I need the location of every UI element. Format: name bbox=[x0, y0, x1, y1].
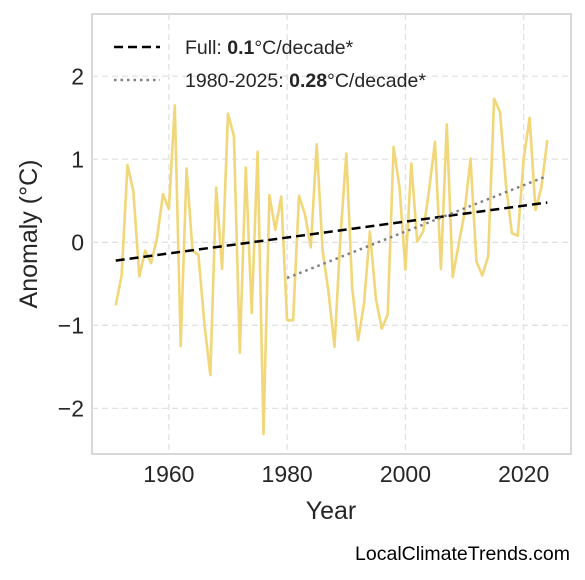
anomaly-line bbox=[114, 97, 549, 436]
y-ticks: −2 −1 0 1 2 bbox=[58, 63, 84, 421]
legend-value-full: 0.1 bbox=[227, 37, 254, 59]
y-tick-label: −2 bbox=[58, 395, 84, 421]
grid bbox=[92, 14, 571, 454]
legend-prefix-recent: 1980-2025: bbox=[185, 70, 289, 92]
x-ticks: 1960 1980 2000 2020 bbox=[143, 461, 549, 487]
y-tick-label: −1 bbox=[58, 312, 84, 338]
legend: Full: 0.1°C/decade* 1980-2025: 0.28°C/de… bbox=[114, 37, 426, 92]
series-layer bbox=[114, 97, 549, 436]
y-axis-title: Anomaly (°C) bbox=[15, 160, 43, 309]
x-tick-label: 1980 bbox=[262, 461, 313, 487]
plot-frame bbox=[91, 13, 572, 455]
x-axis-title: Year bbox=[306, 497, 357, 525]
y-tick-label: 0 bbox=[71, 229, 84, 255]
recent-trend-line bbox=[286, 174, 548, 280]
legend-label-full: Full: 0.1°C/decade* bbox=[185, 37, 354, 59]
legend-prefix-full: Full: bbox=[185, 37, 227, 59]
source-label: LocalClimateTrends.com bbox=[355, 543, 570, 565]
legend-suffix-full: °C/decade* bbox=[254, 37, 353, 59]
full-trend-line bbox=[115, 201, 548, 262]
y-tick-label: 2 bbox=[71, 63, 84, 89]
legend-value-recent: 0.28 bbox=[289, 70, 327, 92]
x-tick-label: 2000 bbox=[380, 461, 431, 487]
x-tick-label: 2020 bbox=[498, 461, 549, 487]
legend-suffix-recent: °C/decade* bbox=[327, 70, 426, 92]
x-tick-label: 1960 bbox=[143, 461, 194, 487]
legend-label-recent: 1980-2025: 0.28°C/decade* bbox=[185, 70, 426, 92]
y-tick-label: 1 bbox=[71, 146, 84, 172]
